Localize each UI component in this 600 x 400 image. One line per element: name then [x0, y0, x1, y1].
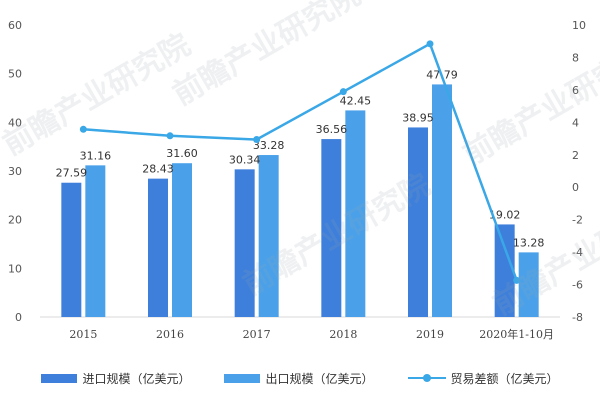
x-tick-label: 2017 [243, 328, 271, 341]
data-label-import: 36.56 [316, 123, 348, 136]
series-line-balance [83, 42, 518, 281]
bar-import [61, 182, 82, 317]
point-balance [426, 40, 434, 48]
data-label-export: 42.45 [340, 94, 372, 107]
data-label-export: 31.16 [80, 149, 112, 162]
legend-swatch-import [41, 373, 78, 383]
y-right-tick-label: -2 [572, 214, 583, 227]
point-balance [79, 125, 87, 133]
bar-export [85, 165, 106, 317]
legend-swatch-export [224, 373, 261, 383]
x-tick-label: 2019 [416, 328, 444, 341]
data-label-import: 27.59 [56, 167, 88, 180]
bar-export [345, 110, 366, 317]
bar-import [148, 178, 168, 317]
y-right-tick-label: 6 [572, 84, 579, 97]
data-label-import: 38.95 [402, 111, 434, 124]
point-balance [339, 88, 347, 96]
y-right-tick-label: 0 [572, 181, 579, 194]
data-label-import: 28.43 [142, 163, 174, 176]
y-right-tick-label: 8 [572, 51, 579, 64]
plot-area: 0 10 20 30 40 50 60 -8 -6 -4 -2 0 2 4 6 8 10 27.59 31.16 20… [8, 19, 586, 341]
legend: 进口规模（亿美元） 出口规模（亿美元） 贸易差额（亿美元） [0, 366, 600, 390]
point-balance [253, 136, 261, 144]
legend-label-export: 出口规模（亿美元） [265, 371, 374, 386]
y-left-tick-label: 50 [8, 68, 22, 81]
y-right-tick-label: -6 [572, 279, 583, 292]
bar-export [518, 252, 539, 317]
legend-swatch-balance [407, 373, 446, 383]
y-right-tick-label: 4 [572, 116, 579, 129]
x-tick-label: 2016 [156, 328, 184, 341]
bar-export [258, 155, 279, 317]
data-label-import: 19.02 [489, 208, 521, 221]
data-label-export: 13.28 [513, 236, 545, 249]
y-right-tick-label: 10 [572, 19, 586, 32]
y-left-tick-label: 20 [8, 214, 22, 227]
bar-export [172, 163, 192, 317]
x-tick-label: 2015 [69, 328, 97, 341]
point-balance [166, 132, 174, 140]
y-right-tick-label: -4 [572, 246, 583, 259]
bar-import [234, 169, 255, 317]
legend-item-export[interactable]: 出口规模（亿美元） [224, 370, 374, 387]
data-label-export: 31.60 [166, 147, 198, 160]
y-left-tick-label: 30 [8, 165, 22, 178]
bar-import [494, 224, 515, 317]
y-left-tick-label: 0 [15, 311, 22, 324]
data-label-import: 30.34 [229, 153, 261, 166]
y-left-tick-label: 10 [8, 262, 22, 275]
data-label-export: 33.28 [253, 139, 285, 152]
point-balance [513, 276, 521, 284]
y-right-tick-label: -8 [572, 311, 583, 324]
bar-import [408, 127, 428, 318]
y-left-tick-label: 40 [8, 116, 22, 129]
legend-label-import: 进口规模（亿美元） [82, 371, 191, 386]
y-right-tick-label: 2 [572, 149, 579, 162]
bar-export [432, 84, 452, 317]
y-left-tick-label: 60 [8, 19, 22, 32]
legend-item-balance[interactable]: 贸易差额（亿美元） [407, 370, 559, 387]
legend-item-import[interactable]: 进口规模（亿美元） [41, 370, 190, 387]
x-tick-label: 2018 [329, 328, 357, 341]
legend-label-balance: 贸易差额（亿美元） [450, 371, 559, 386]
x-tick-label: 2020年1-10月 [479, 327, 554, 341]
bar-import [321, 139, 342, 317]
